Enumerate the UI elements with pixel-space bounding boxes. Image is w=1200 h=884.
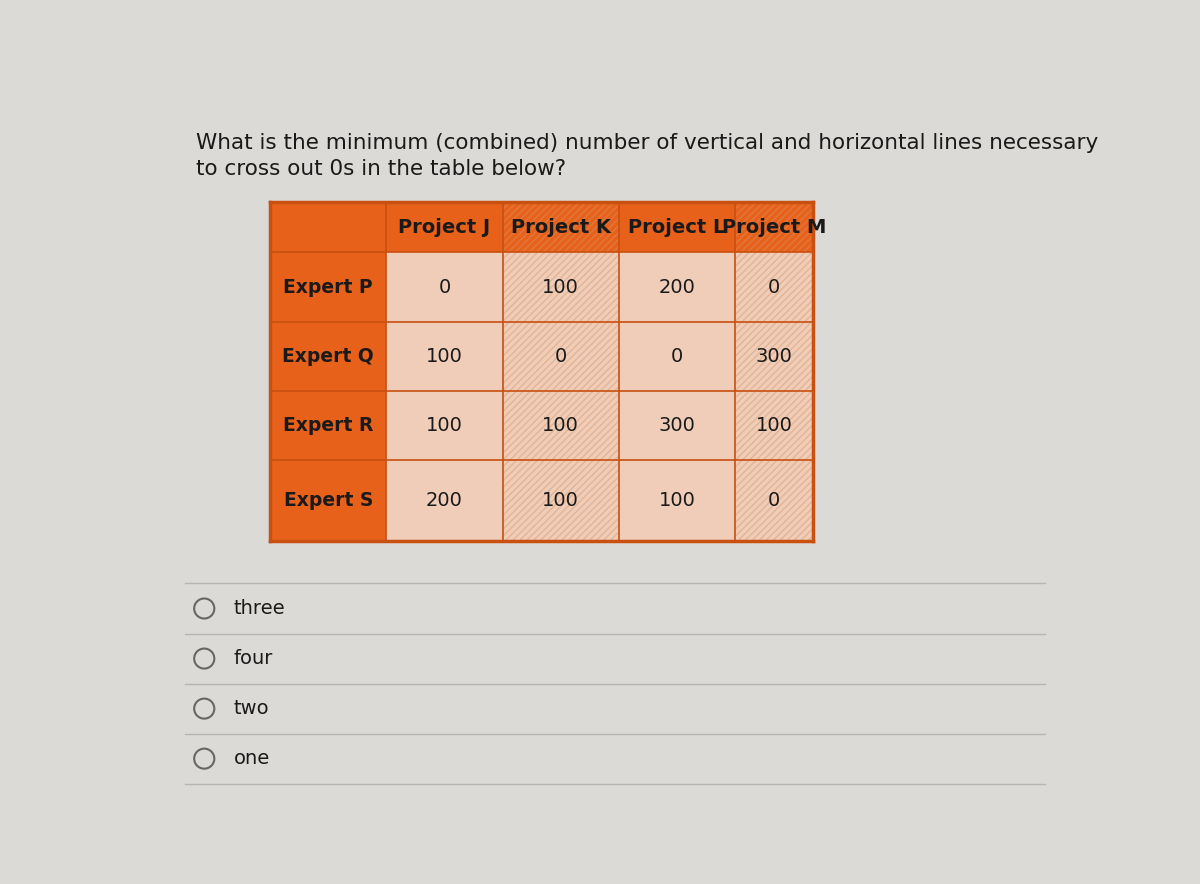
Text: 100: 100 xyxy=(542,278,580,296)
Bar xyxy=(386,391,503,461)
Text: 100: 100 xyxy=(426,416,463,435)
Bar xyxy=(736,322,812,391)
Bar xyxy=(619,202,736,252)
Text: 100: 100 xyxy=(659,492,696,510)
Text: 200: 200 xyxy=(659,278,696,296)
Bar xyxy=(270,461,386,541)
Text: Expert Q: Expert Q xyxy=(282,347,374,366)
Bar xyxy=(619,322,736,391)
Text: 300: 300 xyxy=(659,416,696,435)
Text: 0: 0 xyxy=(671,347,683,366)
Bar xyxy=(736,391,812,461)
Text: 200: 200 xyxy=(426,492,463,510)
Text: Expert R: Expert R xyxy=(283,416,373,435)
Bar xyxy=(386,252,503,322)
Bar xyxy=(503,461,619,541)
Text: 100: 100 xyxy=(756,416,792,435)
Text: 0: 0 xyxy=(768,492,780,510)
Bar xyxy=(270,391,386,461)
Text: one: one xyxy=(234,749,270,768)
Text: What is the minimum (combined) number of vertical and horizontal lines necessary: What is the minimum (combined) number of… xyxy=(197,133,1099,153)
Text: Project M: Project M xyxy=(721,217,826,237)
Bar xyxy=(619,391,736,461)
Bar xyxy=(270,202,386,252)
Text: 100: 100 xyxy=(542,416,580,435)
Bar xyxy=(619,461,736,541)
Text: 100: 100 xyxy=(426,347,463,366)
Bar xyxy=(619,252,736,322)
Bar xyxy=(503,252,619,322)
Text: four: four xyxy=(234,649,274,668)
Bar xyxy=(270,252,386,322)
Text: Project J: Project J xyxy=(398,217,491,237)
Text: three: three xyxy=(234,599,286,618)
Text: 0: 0 xyxy=(768,278,780,296)
Text: 100: 100 xyxy=(542,492,580,510)
Text: two: two xyxy=(234,699,269,718)
Bar xyxy=(736,461,812,541)
Bar xyxy=(503,322,619,391)
Text: Project K: Project K xyxy=(511,217,611,237)
Bar xyxy=(736,202,812,252)
Bar xyxy=(736,252,812,322)
Text: Project L: Project L xyxy=(629,217,726,237)
Bar xyxy=(386,461,503,541)
Text: to cross out 0s in the table below?: to cross out 0s in the table below? xyxy=(197,159,566,179)
Text: 0: 0 xyxy=(438,278,451,296)
Text: 0: 0 xyxy=(554,347,566,366)
Bar xyxy=(386,322,503,391)
Text: Expert P: Expert P xyxy=(283,278,373,296)
Bar xyxy=(503,391,619,461)
Text: Expert S: Expert S xyxy=(283,492,373,510)
Bar xyxy=(503,202,619,252)
Text: 300: 300 xyxy=(756,347,792,366)
Bar xyxy=(386,202,503,252)
Bar xyxy=(270,322,386,391)
